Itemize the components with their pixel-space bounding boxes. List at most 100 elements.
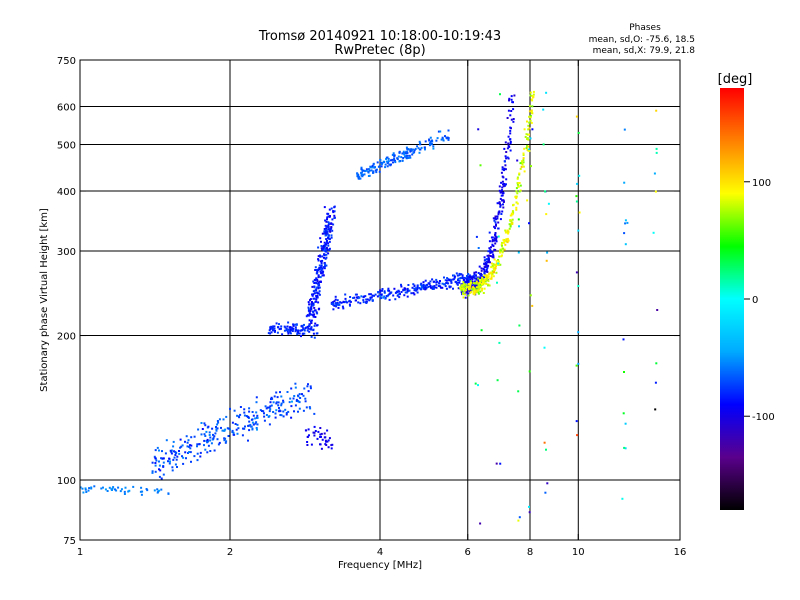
echo-point	[482, 292, 485, 294]
echo-point	[622, 338, 625, 341]
echo-point	[268, 406, 271, 409]
echo-point	[624, 243, 627, 246]
echo-point	[509, 219, 512, 222]
echo-point	[227, 427, 230, 430]
echo-point	[239, 406, 242, 408]
echo-point	[422, 284, 425, 287]
echo-point	[276, 396, 279, 399]
echo-point	[313, 306, 316, 309]
echo-point	[372, 170, 375, 173]
echo-point	[445, 279, 448, 282]
echo-point	[497, 221, 500, 224]
echo-point	[378, 170, 381, 173]
echo-point	[215, 429, 218, 432]
echo-point	[475, 277, 478, 280]
echo-point	[310, 307, 313, 310]
colorbar-ticks: 100 0 -100	[744, 178, 775, 423]
echo-point	[477, 289, 479, 292]
echo-point	[512, 118, 515, 120]
echo-point	[516, 159, 519, 162]
echo-point	[530, 165, 532, 168]
echo-point	[174, 463, 177, 466]
echo-point	[223, 429, 226, 432]
echo-point	[311, 285, 314, 288]
echo-point	[171, 466, 174, 469]
echo-point	[525, 147, 528, 149]
echo-point	[623, 232, 626, 235]
echo-point	[291, 327, 294, 330]
echo-point	[655, 109, 658, 112]
echo-point	[397, 293, 400, 296]
echo-point	[500, 171, 503, 174]
echo-point	[528, 222, 530, 225]
echo-point	[487, 272, 490, 275]
echo-point	[322, 249, 325, 252]
echo-point	[115, 489, 118, 492]
echo-point	[411, 286, 414, 289]
echo-point	[327, 224, 330, 227]
echo-point	[439, 130, 442, 133]
echo-point	[444, 285, 447, 288]
echo-point	[578, 211, 581, 214]
echo-point	[495, 236, 498, 239]
echo-point	[484, 270, 487, 273]
echo-point	[479, 290, 482, 293]
echo-point	[145, 488, 148, 490]
echo-point	[495, 240, 498, 243]
echo-point	[312, 311, 315, 314]
echo-point	[414, 147, 417, 150]
echo-point	[420, 288, 423, 291]
echo-point	[332, 210, 335, 213]
echo-point	[504, 231, 507, 234]
echo-point	[323, 241, 326, 244]
echo-point	[280, 402, 283, 405]
echo-point	[175, 458, 178, 461]
echo-point	[509, 140, 512, 143]
echo-point	[294, 382, 297, 385]
echo-point	[280, 404, 283, 407]
echo-point	[487, 259, 490, 262]
echo-point	[529, 94, 532, 97]
echo-point	[313, 292, 316, 295]
echo-point	[212, 433, 214, 436]
echo-point	[186, 445, 189, 448]
echo-point	[433, 285, 436, 288]
echo-point	[374, 166, 376, 169]
echo-point	[224, 441, 227, 444]
echo-point	[485, 278, 488, 281]
echo-point	[511, 212, 514, 215]
echo-point	[223, 439, 226, 442]
echo-point	[307, 308, 310, 311]
echo-point	[481, 276, 484, 279]
echo-point	[327, 215, 330, 218]
echo-point	[477, 291, 479, 294]
echo-point	[106, 490, 109, 492]
echo-point	[333, 210, 336, 213]
echo-point	[516, 177, 519, 180]
echo-point	[203, 422, 206, 425]
echo-point	[317, 287, 320, 289]
echo-point	[483, 276, 485, 279]
echo-point	[416, 145, 419, 148]
echo-point	[300, 335, 302, 338]
echo-point	[244, 425, 246, 428]
echo-point	[457, 287, 460, 290]
echo-point	[387, 157, 390, 160]
echo-point	[499, 190, 502, 193]
echo-point	[516, 183, 519, 186]
echo-point	[409, 156, 412, 159]
echo-point	[310, 326, 313, 329]
echo-point	[385, 156, 388, 159]
echo-point	[180, 445, 183, 448]
echo-point	[295, 323, 298, 326]
echo-point	[623, 128, 626, 131]
echo-point	[206, 451, 209, 454]
echo-point	[326, 239, 328, 242]
echo-point	[279, 391, 281, 394]
echo-point	[282, 399, 285, 402]
echo-point	[485, 263, 488, 265]
echo-point	[448, 285, 451, 288]
echo-point	[313, 278, 316, 281]
echo-point	[494, 232, 497, 234]
